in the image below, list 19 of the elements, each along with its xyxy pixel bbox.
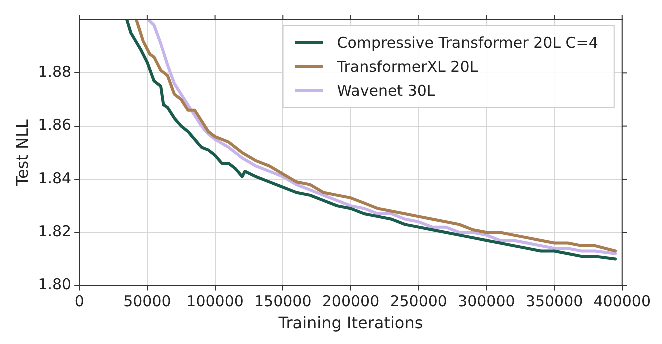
x-tick-label: 300000: [458, 292, 516, 311]
legend-label: Wavenet 30L: [337, 82, 436, 100]
x-tick-label: 400000: [594, 292, 651, 311]
x-tick-label: 100000: [186, 292, 244, 311]
y-axis-title: Test NLL: [12, 120, 32, 188]
y-tick-label: 1.86: [38, 116, 72, 134]
x-tick-label: 50000: [124, 292, 172, 311]
x-tick-label: 200000: [322, 292, 380, 311]
x-tick-label: 250000: [390, 292, 448, 311]
y-tick-label: 1.82: [38, 222, 72, 241]
y-tick-label: 1.88: [38, 63, 72, 82]
y-tick-label: 1.84: [38, 169, 72, 188]
x-tick-label: 150000: [254, 292, 312, 311]
x-axis-title: Training Iterations: [278, 314, 424, 333]
legend-label: Compressive Transformer 20L C=4: [337, 34, 598, 52]
y-tick-label: 1.80: [38, 276, 72, 294]
legend-label: TransformerXL 20L: [336, 58, 479, 76]
x-tick-label: 0: [74, 292, 84, 311]
x-tick-label: 350000: [526, 292, 584, 311]
